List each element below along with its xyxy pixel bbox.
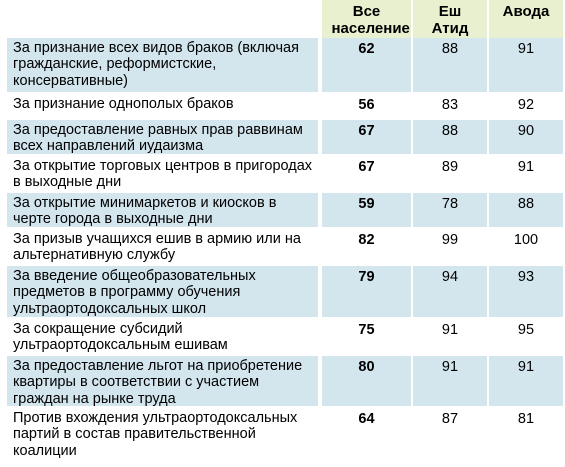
row-label: Против вхождения ультраортодоксальных па…	[13, 410, 298, 459]
header-total-population-label: Все население	[331, 3, 410, 37]
value-avoda: 91	[489, 38, 563, 92]
value-yesh-atid: 88	[413, 38, 487, 92]
value-total-population: 59	[322, 193, 411, 227]
value-avoda: 92	[517, 97, 535, 113]
value-avoda: 90	[489, 120, 563, 154]
value-yesh-atid: 89	[441, 159, 459, 175]
header-yesh-atid: Еш Атид	[413, 0, 487, 38]
table-row: За открытие минимаркетов и киосков в чер…	[0, 193, 565, 227]
row-label: За предоставление равных прав раввинам в…	[7, 120, 318, 154]
value-yesh-atid: 83	[441, 97, 459, 113]
table-row: Против вхождения ультраортодоксальных па…	[0, 408, 565, 465]
value-total-population: 56	[358, 97, 375, 113]
table-row: За призыв учащихся ешив в армию или на а…	[0, 229, 565, 264]
value-total-population: 79	[322, 266, 411, 317]
value-total-population: 67	[322, 120, 411, 154]
value-total-population: 67	[358, 159, 375, 175]
header-total-population: Все население	[322, 0, 411, 38]
table-row: За сокращение субсидий ультраортодоксаль…	[0, 319, 565, 354]
value-yesh-atid: 91	[413, 356, 487, 406]
row-label: За открытие торговых центров в пригорода…	[13, 158, 313, 191]
table-row: За предоставление равных прав раввинам в…	[0, 120, 565, 154]
row-label: За признание однополых браков	[13, 96, 234, 112]
row-label: За сокращение субсидий ультраортодоксаль…	[13, 321, 228, 354]
value-avoda: 91	[489, 356, 563, 406]
table-row: За открытие торговых центров в пригорода…	[0, 156, 565, 191]
table-row: За введение общеобразовательных предмето…	[0, 266, 565, 317]
value-yesh-atid: 94	[413, 266, 487, 317]
value-avoda: 81	[517, 411, 535, 427]
value-yesh-atid: 78	[413, 193, 487, 227]
header-avoda-label: Авода	[502, 3, 550, 20]
value-yesh-atid: 91	[441, 322, 459, 338]
table-row: За признание всех видов браков (включая …	[0, 38, 565, 92]
row-label: За открытие минимаркетов и киосков в чер…	[7, 193, 318, 227]
value-yesh-atid: 88	[413, 120, 487, 154]
row-label: За предоставление льгот на приобретение …	[7, 356, 318, 407]
value-yesh-atid: 87	[441, 411, 459, 427]
row-label: За признание всех видов браков (включая …	[7, 38, 318, 92]
value-avoda: 95	[517, 322, 535, 338]
table-row: За предоставление льгот на приобретение …	[0, 356, 565, 407]
value-total-population: 82	[358, 232, 375, 248]
value-total-population: 75	[358, 322, 375, 338]
header-avoda: Авода	[489, 0, 563, 38]
value-avoda: 93	[489, 266, 563, 317]
value-yesh-atid: 99	[441, 232, 459, 248]
header-yesh-atid-label: Еш Атид	[431, 3, 469, 37]
value-total-population: 64	[358, 411, 375, 427]
row-label: За призыв учащихся ешив в армию или на а…	[13, 231, 301, 264]
value-avoda: 100	[513, 232, 539, 248]
value-avoda: 91	[517, 159, 535, 175]
table-row: За признание однополых браков 56 83 92	[0, 94, 565, 118]
value-total-population: 80	[322, 356, 411, 406]
row-label: За введение общеобразовательных предмето…	[7, 266, 318, 317]
value-avoda: 88	[489, 193, 563, 227]
value-total-population: 62	[322, 38, 411, 92]
